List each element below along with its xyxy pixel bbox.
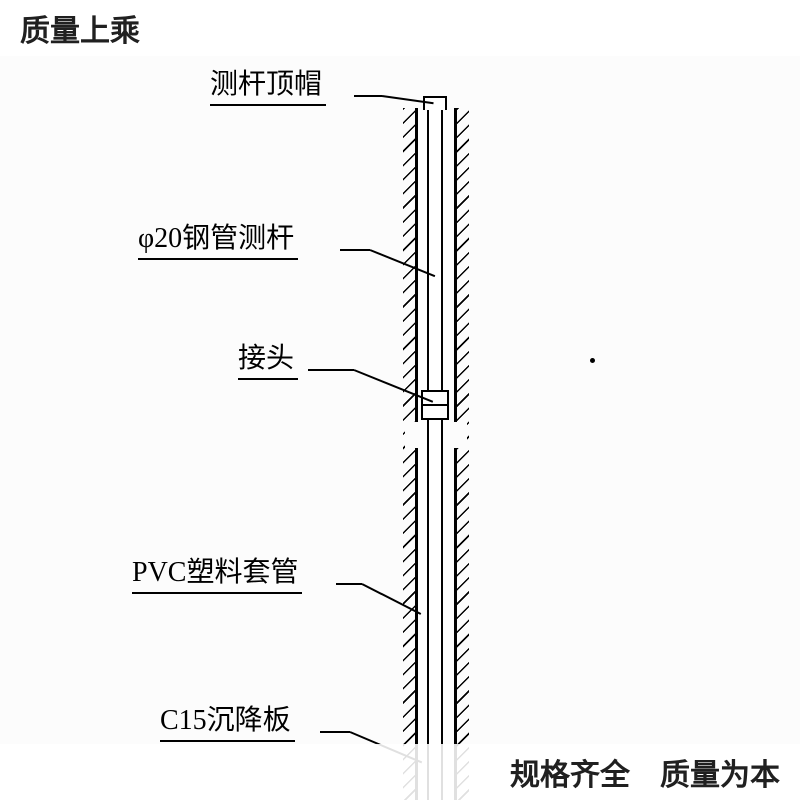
- stray-dot: [590, 358, 595, 363]
- settlement-rod-diagram: 测杆顶帽 φ20钢管测杆 接头 PVC塑料套管 C15沉降板: [0, 0, 800, 800]
- overlay-bottom: 规格齐全 质量为本: [0, 744, 800, 800]
- leader-joint-h: [308, 369, 354, 371]
- overlay-top-text: 质量上乘: [20, 6, 140, 50]
- leader-plate-h: [320, 731, 350, 733]
- label-rod20-text: φ20钢管测杆: [138, 216, 298, 260]
- leader-pvc-h: [336, 583, 362, 585]
- label-plate: C15沉降板: [160, 698, 295, 742]
- label-pvc-text: PVC塑料套管: [132, 550, 302, 594]
- phi20-steel-rod-lower: [427, 422, 443, 448]
- label-rod20: φ20钢管测杆: [138, 216, 298, 260]
- phi20-steel-rod: [427, 100, 443, 800]
- overlay-bottom-text: 规格齐全 质量为本: [510, 750, 780, 794]
- label-joint: 接头: [238, 336, 298, 380]
- label-joint-text: 接头: [238, 336, 298, 380]
- overlay-top: 质量上乘: [0, 0, 800, 56]
- label-plate-text: C15沉降板: [160, 698, 295, 742]
- label-pvc: PVC塑料套管: [132, 550, 302, 594]
- label-cap: 测杆顶帽: [210, 62, 326, 106]
- rod-joint: [421, 390, 449, 420]
- leader-rod20-h: [340, 249, 370, 251]
- leader-cap-h: [354, 95, 382, 97]
- label-cap-text: 测杆顶帽: [210, 62, 326, 106]
